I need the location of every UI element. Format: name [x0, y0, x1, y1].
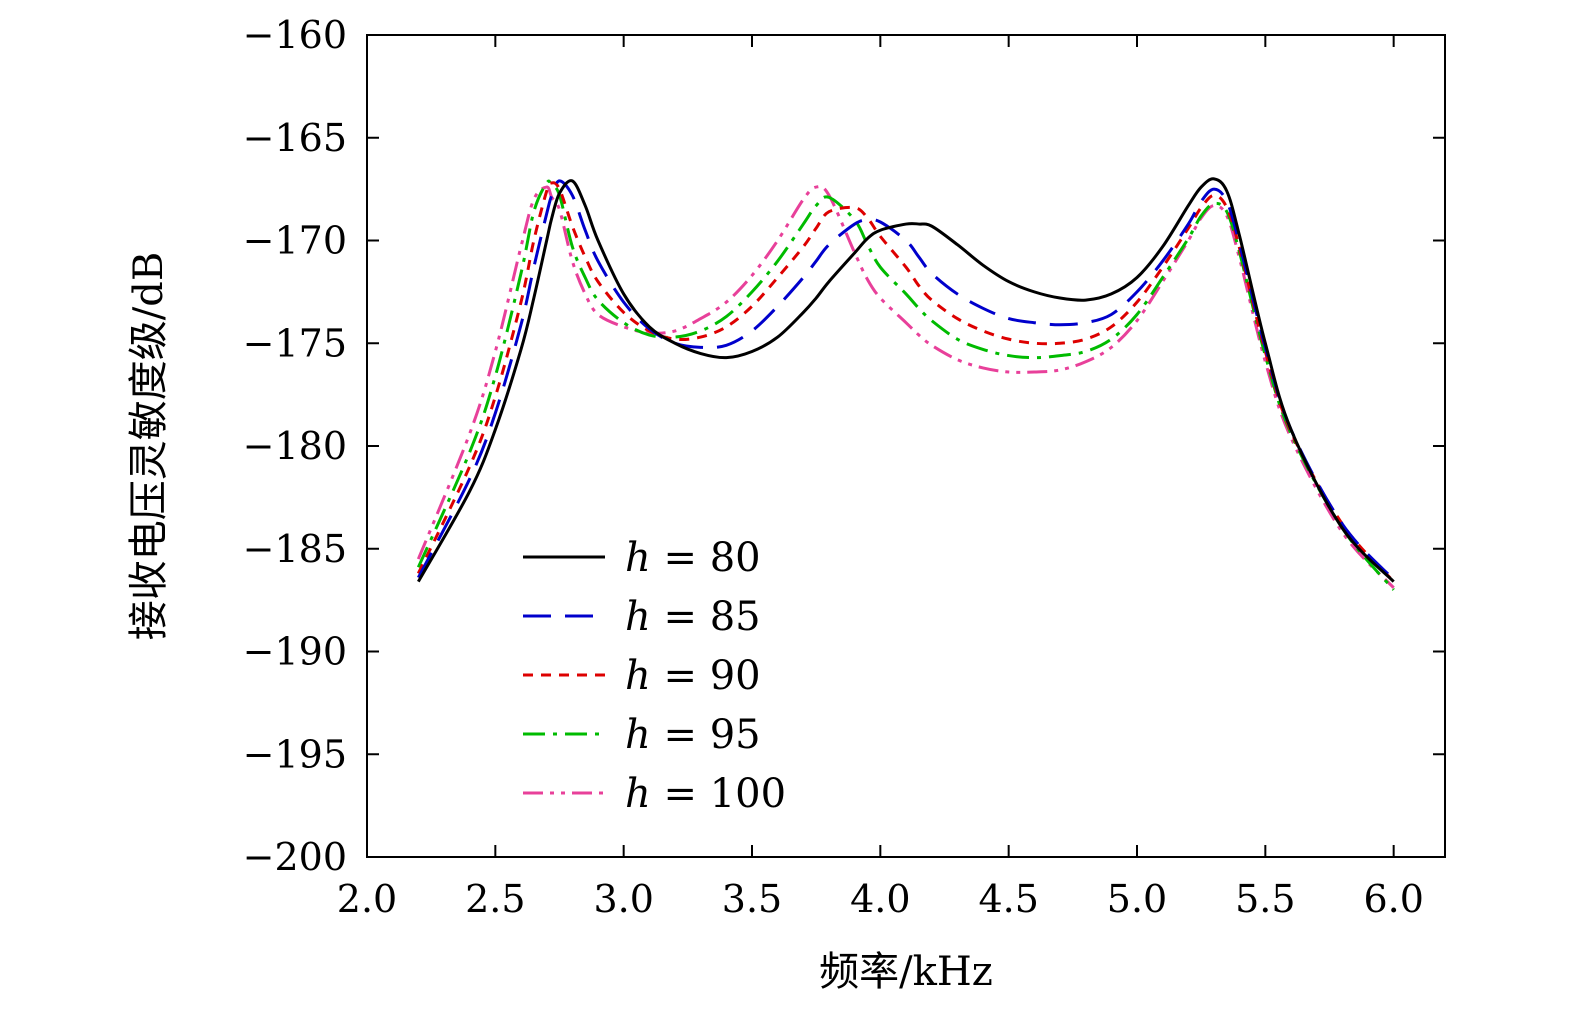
x-tick-label: 2.0	[337, 877, 397, 921]
x-tick-label: 3.5	[722, 877, 782, 921]
y-axis: −160 −165 −170 −175 −180 −185 −190 −195 −200	[243, 13, 1445, 879]
x-tick-label: 2.5	[465, 877, 525, 921]
x-tick-label: 5.5	[1235, 877, 1295, 921]
y-tick-label: −190	[243, 630, 347, 674]
y-tick-label: −160	[243, 13, 347, 57]
legend-label: h = 100	[625, 771, 786, 817]
legend-label: h = 90	[625, 653, 761, 699]
y-axis-title: 接收电压灵敏度级/dB	[126, 252, 172, 640]
series-line	[416, 179, 1395, 591]
x-tick-label: 6.0	[1363, 877, 1423, 921]
y-tick-label: −200	[243, 835, 347, 879]
y-tick-label: −165	[243, 116, 347, 160]
series-group	[416, 177, 1395, 591]
plot-area	[366, 34, 1446, 858]
y-tick-label: −170	[243, 219, 347, 263]
y-tick-label: −195	[243, 732, 347, 776]
legend-label: h = 95	[625, 712, 761, 758]
series-line	[416, 181, 1395, 583]
legend: h = 80 h = 85 h = 90 h = 95 h = 100	[523, 535, 786, 817]
x-tick-label: 3.0	[593, 877, 653, 921]
y-tick-label: −175	[243, 321, 347, 365]
series-line	[416, 179, 1395, 581]
x-tick-label: 5.0	[1107, 877, 1167, 921]
series-line	[417, 177, 1395, 583]
x-axis-title: 频率/kHz	[819, 949, 993, 995]
series-line	[416, 184, 1395, 589]
y-tick-label: −180	[243, 424, 347, 468]
x-tick-label: 4.5	[978, 877, 1038, 921]
x-axis: 2.0 2.5 3.0 3.5 4.0 4.5 5.0 5.5 6.0	[337, 35, 1424, 921]
x-tick-label: 4.0	[850, 877, 910, 921]
legend-label: h = 85	[625, 594, 761, 640]
legend-label: h = 80	[625, 535, 761, 581]
y-tick-label: −185	[243, 527, 347, 571]
